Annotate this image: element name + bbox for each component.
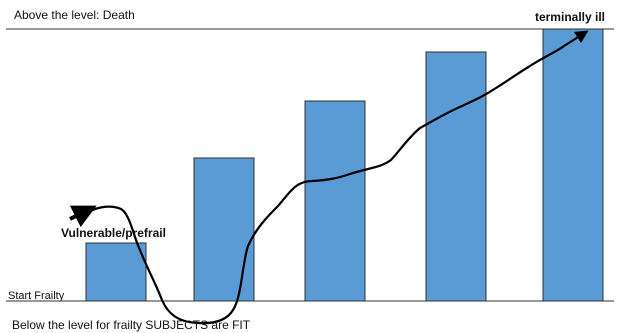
level-bar-4 (425, 51, 487, 302)
level-bar-2 (193, 157, 255, 302)
start-frailty-label: Start Frailty (8, 290, 65, 302)
fit-level-label: Below the level for frailty SUBJECTS are… (12, 318, 251, 332)
level-bar-1 (85, 242, 147, 302)
terminally-ill-label: terminally ill (534, 10, 605, 24)
vulnerable-prefrail-label: Vulnerable/prefrail (61, 226, 166, 240)
level-bar-3 (304, 100, 366, 302)
death-level-label: Above the level: Death (14, 8, 135, 22)
entry-arrow (69, 205, 97, 228)
level-bar-5 (542, 28, 604, 302)
trajectory-curve (87, 30, 589, 325)
